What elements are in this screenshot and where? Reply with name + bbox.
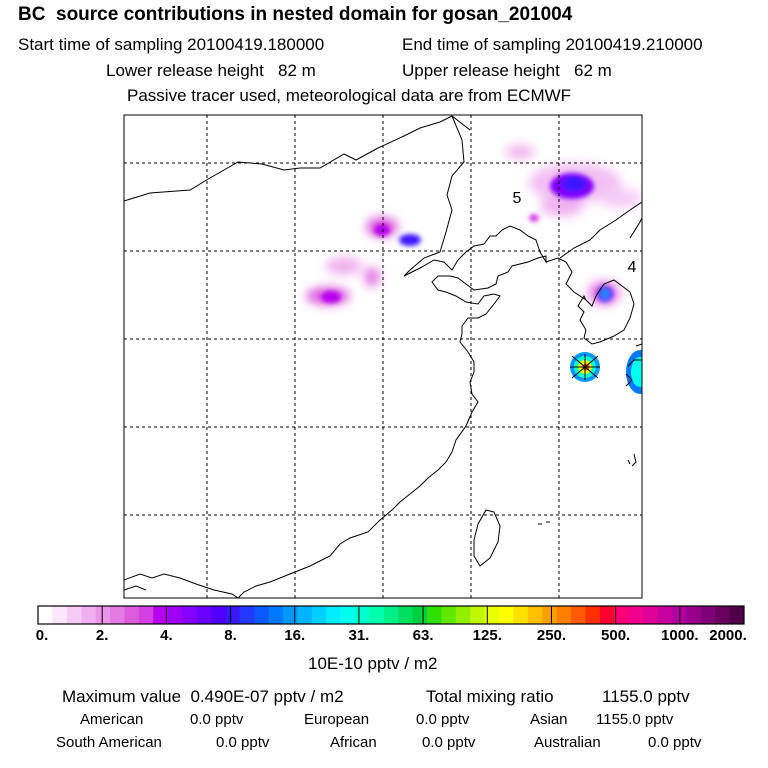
start-time-label: Start time of sampling 20100419.180000	[18, 35, 325, 54]
colorbar-swatch	[571, 606, 587, 624]
plume-layer	[306, 145, 642, 394]
tracer-note: Passive tracer used, meteorological data…	[127, 86, 572, 105]
colorbar-swatch	[441, 606, 457, 624]
colorbar-swatch	[585, 606, 601, 624]
colorbar-swatch	[542, 606, 558, 624]
region-name-american: American	[80, 711, 144, 728]
colorbar-swatch	[239, 606, 255, 624]
colorbar-swatch	[66, 606, 82, 624]
colorbar-tick-label: 250.	[536, 627, 567, 644]
colorbar-dividers	[101, 606, 681, 624]
colorbar-swatch	[354, 606, 370, 624]
region-value-african: 0.0 pptv	[422, 734, 476, 751]
maximum-value-label: Maximum value 0.490E-07 pptv / m2	[62, 687, 344, 706]
lower-release-height-label: Lower release height 82 m	[106, 61, 316, 80]
colorbar-swatch	[700, 606, 716, 624]
colorbar-swatch	[153, 606, 169, 624]
colorbar-swatch	[81, 606, 97, 624]
region-name-african: African	[330, 734, 377, 751]
colorbar-swatch	[499, 606, 514, 624]
colorbar-swatch	[643, 606, 659, 624]
colorbar-swatch	[715, 606, 731, 624]
colorbar-swatch	[326, 606, 342, 624]
colorbar-swatch	[513, 606, 529, 624]
colorbar-swatch	[470, 606, 486, 624]
colorbar-swatch	[686, 606, 702, 624]
receptor-marker-icon	[570, 354, 600, 380]
colorbar-swatch	[52, 606, 68, 624]
map-domain	[124, 115, 642, 598]
region-name-south-american: South American	[56, 734, 162, 751]
colorbar-swatch	[729, 606, 745, 624]
plot-title: BC source contributions in nested domain…	[18, 4, 573, 25]
colorbar-swatch	[167, 606, 183, 624]
colorbar-swatch	[254, 606, 270, 624]
colorbar-swatch	[38, 606, 53, 624]
colorbar-tick-label: 8.	[224, 627, 237, 644]
colorbar-swatch	[124, 606, 140, 624]
colorbar-tick-label: 2000.	[709, 627, 747, 644]
region-label-5: 5	[513, 190, 522, 207]
colorbar-swatch	[614, 606, 630, 624]
total-mixing-ratio-value: 1155.0 pptv	[602, 687, 690, 706]
colorbar-unit: 10E-10 pptv / m2	[308, 654, 438, 673]
region-label-4: 4	[628, 259, 637, 276]
colorbar-tick-label: 500.	[601, 627, 631, 644]
colorbar-swatch	[628, 606, 644, 624]
colorbar-swatch	[556, 606, 572, 624]
colorbar-swatch	[484, 606, 500, 624]
colorbar-swatch	[95, 606, 111, 624]
colorbar-swatch	[455, 606, 471, 624]
colorbar-swatch	[210, 606, 226, 624]
colorbar-swatch	[398, 606, 414, 624]
colorbar-swatch	[268, 606, 284, 624]
colorbar-swatch	[282, 606, 298, 624]
map-frame	[123, 114, 643, 599]
colorbar-swatch	[369, 606, 385, 624]
colorbar-tick-label: 125.	[472, 627, 502, 644]
colorbar-tick-label: 2.	[95, 627, 109, 644]
colorbar-tick-label: 0.	[35, 627, 49, 644]
region-name-asian: Asian	[530, 711, 568, 728]
graticule	[124, 115, 642, 598]
colorbar-swatch	[297, 606, 313, 624]
colorbar-swatch	[527, 606, 543, 624]
colorbar-swatch	[196, 606, 212, 624]
colorbar-swatch	[311, 606, 327, 624]
coastline-layer	[124, 115, 642, 598]
colorbar-swatch	[599, 606, 615, 624]
colorbar-swatch	[383, 606, 399, 624]
colorbar-swatch	[225, 606, 241, 624]
region-value-asian: 1155.0 pptv	[596, 711, 674, 728]
region-name-australian: Australian	[534, 734, 601, 751]
colorbar-frame	[37, 605, 745, 625]
total-mixing-ratio-label: Total mixing ratio	[426, 687, 554, 706]
region-value-australian: 0.0 pptv	[648, 734, 702, 751]
region-name-european: European	[304, 711, 370, 728]
colorbar-swatch	[138, 606, 154, 624]
end-time-label: End time of sampling 20100419.210000	[402, 35, 703, 54]
region-value-south-american: 0.0 pptv	[216, 734, 270, 751]
colorbar-tick-label: 16.	[284, 627, 306, 644]
colorbar-swatch	[182, 606, 197, 624]
colorbar-swatch	[427, 606, 442, 624]
colorbar-swatch	[412, 606, 428, 624]
colorbar-tick-label: 4.	[160, 627, 173, 644]
upper-release-height-label: Upper release height 62 m	[402, 61, 612, 80]
region-value-american: 0.0 pptv	[190, 711, 244, 728]
colorbar-tick-label: 31.	[348, 627, 370, 644]
region-value-european: 0.0 pptv	[416, 711, 470, 728]
colorbar	[38, 606, 745, 624]
colorbar-swatch	[110, 606, 125, 624]
colorbar-tick-label: 1000.	[661, 627, 699, 644]
colorbar-swatch	[340, 606, 356, 624]
colorbar-tick-label: 63.	[412, 627, 434, 644]
colorbar-swatch	[657, 606, 673, 624]
